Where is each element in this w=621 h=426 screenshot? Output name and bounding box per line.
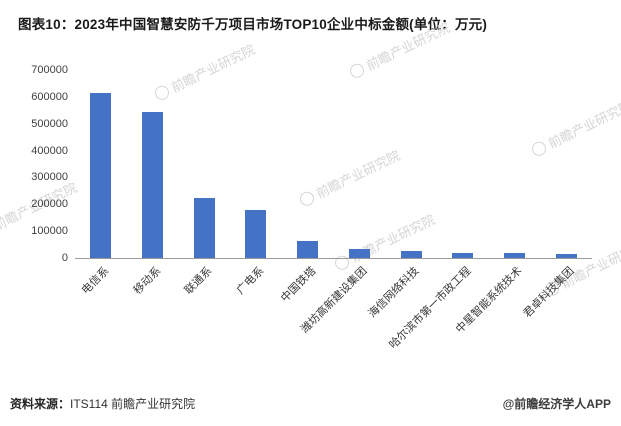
y-tick-label: 400000 xyxy=(31,144,68,157)
bar xyxy=(555,253,577,258)
source-label: 资料来源： xyxy=(10,397,71,411)
y-tick-label: 300000 xyxy=(31,171,68,184)
source-value: ITS114 前瞻产业研究院 xyxy=(70,397,196,411)
x-tick-label: 潍坊高新建设集团 xyxy=(299,265,370,336)
x-tick-label: 君卓科技集团 xyxy=(521,265,577,321)
y-tick-label: 600000 xyxy=(31,90,68,103)
x-tick-label: 海信网络科技 xyxy=(366,265,422,321)
x-tick-label: 中星智能系统技术 xyxy=(454,265,525,336)
bar xyxy=(245,209,267,258)
x-tick-label: 联通系 xyxy=(182,265,215,297)
watermark-text: 前瞻产业研究院 xyxy=(363,19,453,74)
bar xyxy=(297,240,319,258)
source-line: 资料来源：ITS114 前瞻产业研究院 xyxy=(10,395,195,412)
bar xyxy=(90,92,112,258)
y-tick-label: 0 xyxy=(61,252,68,264)
plot-area: 电信系 移动系 联通系 广电系 中国铁塔 潍坊高新建设集团 海信网络科技 哈尔滨市第一市政工程… xyxy=(75,70,592,351)
bar xyxy=(503,253,525,258)
bar xyxy=(193,197,215,258)
x-tick-label: 广电系 xyxy=(234,265,267,297)
bar xyxy=(400,251,422,258)
y-tick-label: 200000 xyxy=(31,198,68,211)
bar xyxy=(142,111,164,258)
bar xyxy=(452,252,474,258)
bar xyxy=(348,248,370,258)
chart-area: 前瞻产业研究院 前瞻产业研究院 前瞻产业研究院 前瞻产业研究院 前瞻产业研究院 前瞻产业研… xyxy=(0,19,621,352)
y-tick-label: 100000 xyxy=(31,225,68,238)
y-tick-label: 700000 xyxy=(31,64,68,76)
y-tick-label: 500000 xyxy=(31,117,68,130)
credit-label: @前瞻经济学人APP xyxy=(502,397,611,411)
y-axis: 0 100000 200000 300000 400000 500000 600000 700… xyxy=(0,64,68,264)
footer: 资料来源：ITS114 前瞻产业研究院 @前瞻经济学人APP xyxy=(0,390,621,420)
chart-title: 图表10：2023年中国智慧安防千万项目市场TOP10企业中标金额(单位：万元) xyxy=(18,17,488,32)
